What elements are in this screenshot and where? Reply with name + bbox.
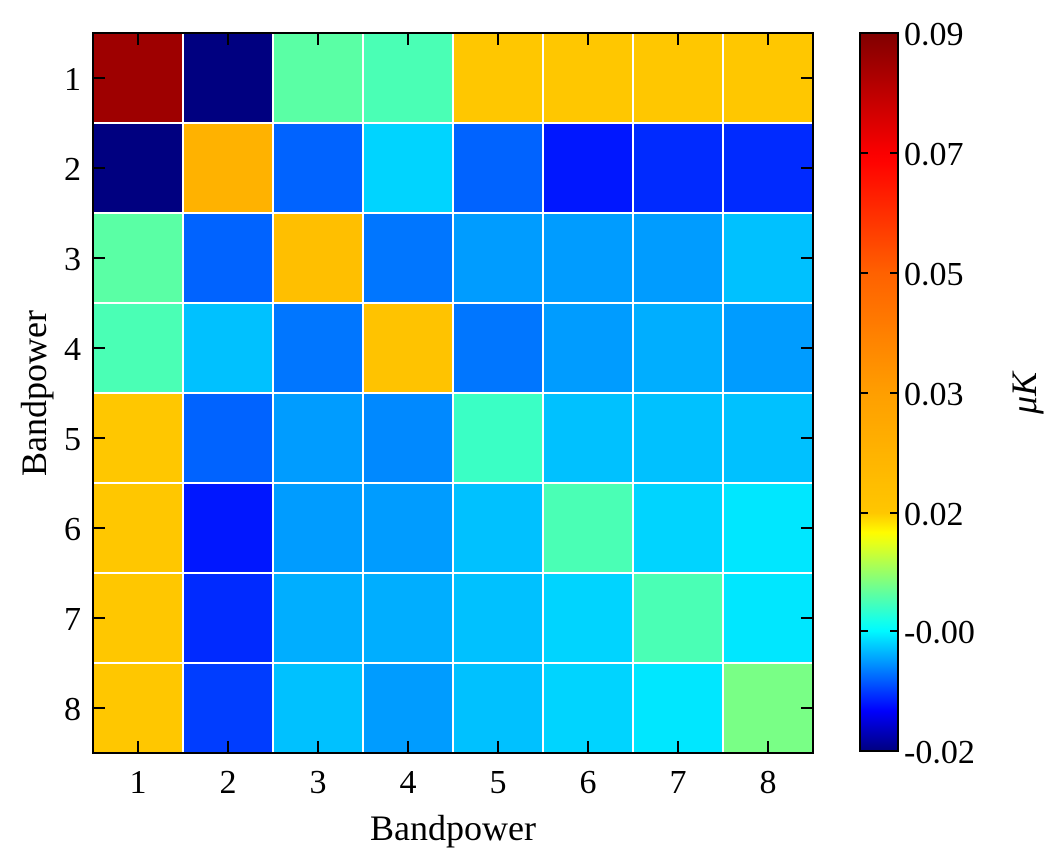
heatmap-cell bbox=[633, 213, 723, 303]
x-axis-tick-labels: 1 2 3 4 5 6 7 8 bbox=[130, 764, 777, 801]
y-tick-label: 7 bbox=[64, 601, 81, 638]
heatmap-cell bbox=[543, 213, 633, 303]
heatmap-cell bbox=[273, 573, 363, 663]
colorbar-ticks bbox=[860, 32, 898, 752]
heatmap-cell bbox=[363, 573, 453, 663]
heatmap-cell bbox=[363, 123, 453, 213]
heatmap-cell bbox=[543, 303, 633, 393]
colorbar-tick-label: 0.05 bbox=[904, 256, 964, 293]
heatmap-cell bbox=[453, 303, 543, 393]
colorbar-tick-label: 0.03 bbox=[904, 376, 964, 413]
heatmap-cell bbox=[543, 573, 633, 663]
heatmap-cell bbox=[723, 393, 813, 483]
heatmap-cell bbox=[723, 663, 813, 753]
heatmap-cell bbox=[273, 393, 363, 483]
heatmap-cell bbox=[453, 33, 543, 123]
y-tick-label: 4 bbox=[64, 331, 81, 368]
heatmap-cell bbox=[633, 663, 723, 753]
heatmap-cell bbox=[453, 393, 543, 483]
heatmap-cell bbox=[183, 213, 273, 303]
colorbar-tick-labels: 0.09 0.07 0.05 0.03 0.02 -0.00 -0.02 bbox=[904, 16, 975, 771]
x-tick-label: 7 bbox=[670, 764, 687, 801]
colorbar-tick-label: 0.09 bbox=[904, 16, 964, 53]
y-tick-label: 1 bbox=[64, 61, 81, 98]
heatmap-cell bbox=[183, 573, 273, 663]
heatmap-cell bbox=[273, 483, 363, 573]
x-axis-label: Bandpower bbox=[370, 808, 536, 848]
heatmap-cell bbox=[543, 123, 633, 213]
heatmap-cell bbox=[183, 33, 273, 123]
heatmap-cell bbox=[273, 663, 363, 753]
heatmap-cell bbox=[363, 663, 453, 753]
heatmap-cell bbox=[633, 573, 723, 663]
heatmap-cell bbox=[273, 213, 363, 303]
heatmap-cell bbox=[723, 483, 813, 573]
heatmap-cells bbox=[93, 33, 813, 753]
colorbar-tick-label: -0.02 bbox=[904, 734, 975, 771]
y-tick-label: 5 bbox=[64, 421, 81, 458]
heatmap-cell bbox=[633, 483, 723, 573]
heatmap-cell bbox=[363, 33, 453, 123]
heatmap-cell bbox=[93, 483, 183, 573]
heatmap-cell bbox=[93, 213, 183, 303]
heatmap-cell bbox=[363, 213, 453, 303]
heatmap-cell bbox=[543, 393, 633, 483]
heatmap-cell bbox=[723, 123, 813, 213]
heatmap-cell bbox=[453, 663, 543, 753]
plot-frame bbox=[92, 32, 814, 754]
x-tick-label: 6 bbox=[580, 764, 597, 801]
heatmap-cell bbox=[183, 123, 273, 213]
colorbar-tick-label: 0.02 bbox=[904, 496, 964, 533]
y-tick-label: 2 bbox=[64, 151, 81, 188]
x-tick-label: 4 bbox=[400, 764, 417, 801]
heatmap-cell bbox=[453, 483, 543, 573]
y-axis-label: Bandpower bbox=[14, 310, 54, 476]
heatmap-cell bbox=[93, 663, 183, 753]
y-tick-label: 3 bbox=[64, 241, 81, 278]
x-tick-label: 5 bbox=[490, 764, 507, 801]
heatmap-cell bbox=[543, 33, 633, 123]
heatmap-cell bbox=[633, 123, 723, 213]
heatmap-cell bbox=[453, 123, 543, 213]
heatmap-cell bbox=[93, 573, 183, 663]
heatmap-cell bbox=[93, 393, 183, 483]
colorbar-label: μK bbox=[1004, 370, 1044, 415]
y-axis-tick-labels: 1 2 3 4 5 6 7 8 bbox=[64, 61, 81, 728]
x-tick-label: 2 bbox=[220, 764, 237, 801]
y-tick-label: 6 bbox=[64, 511, 81, 548]
heatmap-cell bbox=[273, 303, 363, 393]
heatmap-cell bbox=[183, 393, 273, 483]
heatmap-cell bbox=[183, 663, 273, 753]
heatmap-cell bbox=[723, 573, 813, 663]
heatmap-cell bbox=[543, 663, 633, 753]
heatmap-cell bbox=[363, 303, 453, 393]
heatmap-gridlines bbox=[93, 33, 813, 753]
heatmap-cell bbox=[273, 123, 363, 213]
heatmap-cell bbox=[273, 33, 363, 123]
heatmap-cell bbox=[363, 483, 453, 573]
colorbar-tick-label: -0.00 bbox=[904, 614, 975, 651]
heatmap-cell bbox=[93, 123, 183, 213]
heatmap-cell bbox=[363, 393, 453, 483]
heatmap-cell bbox=[633, 303, 723, 393]
heatmap-cell bbox=[633, 393, 723, 483]
heatmap-cell bbox=[723, 213, 813, 303]
heatmap-cell bbox=[723, 303, 813, 393]
heatmap-cell bbox=[183, 483, 273, 573]
heatmap-cell bbox=[453, 213, 543, 303]
heatmap-cell bbox=[453, 573, 543, 663]
heatmap-cell bbox=[93, 303, 183, 393]
heatmap-cell bbox=[183, 303, 273, 393]
heatmap-cell bbox=[723, 33, 813, 123]
colorbar-tick-label: 0.07 bbox=[904, 136, 964, 173]
heatmap-cell bbox=[543, 483, 633, 573]
axis-ticks bbox=[93, 33, 813, 753]
heatmap-cell bbox=[93, 33, 183, 123]
heatmap-cell bbox=[633, 33, 723, 123]
y-tick-label: 8 bbox=[64, 691, 81, 728]
x-tick-label: 3 bbox=[310, 764, 327, 801]
x-tick-label: 8 bbox=[760, 764, 777, 801]
x-tick-label: 1 bbox=[130, 764, 147, 801]
